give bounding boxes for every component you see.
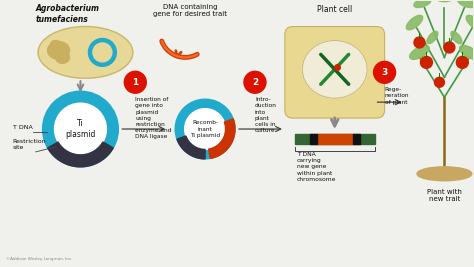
Ellipse shape [406,15,423,30]
Bar [310,134,317,144]
Ellipse shape [47,41,70,59]
Text: Rege-
neration
of plant: Rege- neration of plant [384,87,409,105]
Polygon shape [209,119,235,158]
Text: T DNA
carrying
new gene
within plant
chromosome: T DNA carrying new gene within plant chr… [297,152,336,182]
Ellipse shape [302,41,367,98]
Bar [295,134,374,144]
Ellipse shape [417,167,472,181]
Circle shape [444,42,455,53]
Circle shape [55,103,106,155]
Circle shape [420,56,432,68]
Circle shape [93,43,112,62]
Circle shape [43,91,118,167]
Text: Plant cell: Plant cell [317,5,352,14]
Ellipse shape [451,31,462,44]
Text: Agrobacterium
tumefaciens: Agrobacterium tumefaciens [36,4,100,24]
Text: 2: 2 [252,78,258,87]
Text: Ti
plasmid: Ti plasmid [65,119,96,139]
Circle shape [124,71,146,93]
Circle shape [434,77,445,87]
Circle shape [414,37,425,48]
Bar [353,134,360,144]
Text: Plant with
new trait: Plant with new trait [427,189,462,202]
Circle shape [374,61,395,83]
Ellipse shape [410,45,429,59]
Circle shape [89,38,116,66]
Text: Insertion of
gene into
plasmid
using
restriction
enzyme and
DNA ligase: Insertion of gene into plasmid using res… [135,97,172,139]
Ellipse shape [459,45,474,59]
Ellipse shape [436,0,453,2]
Polygon shape [48,142,113,167]
Circle shape [185,109,226,150]
Polygon shape [177,136,205,159]
Text: T DNA: T DNA [13,125,32,130]
Ellipse shape [414,0,431,7]
Text: Recomb-
inant
Ti plasmid: Recomb- inant Ti plasmid [190,120,220,138]
Ellipse shape [51,41,61,48]
Ellipse shape [458,0,474,7]
Text: ©Addison Wesley Longman, Inc.: ©Addison Wesley Longman, Inc. [6,257,72,261]
Ellipse shape [38,26,133,78]
Text: 1: 1 [132,78,138,87]
Circle shape [175,99,235,159]
Text: DNA containing
gene for desired trait: DNA containing gene for desired trait [153,4,227,17]
Text: Restriction
site: Restriction site [13,139,46,150]
Circle shape [244,71,266,93]
FancyBboxPatch shape [285,26,384,118]
Bar [317,134,353,144]
Ellipse shape [427,31,438,44]
Text: 3: 3 [382,68,388,77]
Circle shape [456,56,468,68]
Ellipse shape [55,52,70,63]
Ellipse shape [466,15,474,30]
Text: Intro-
duction
into
plant
cells in
culture: Intro- duction into plant cells in cultu… [255,97,277,133]
